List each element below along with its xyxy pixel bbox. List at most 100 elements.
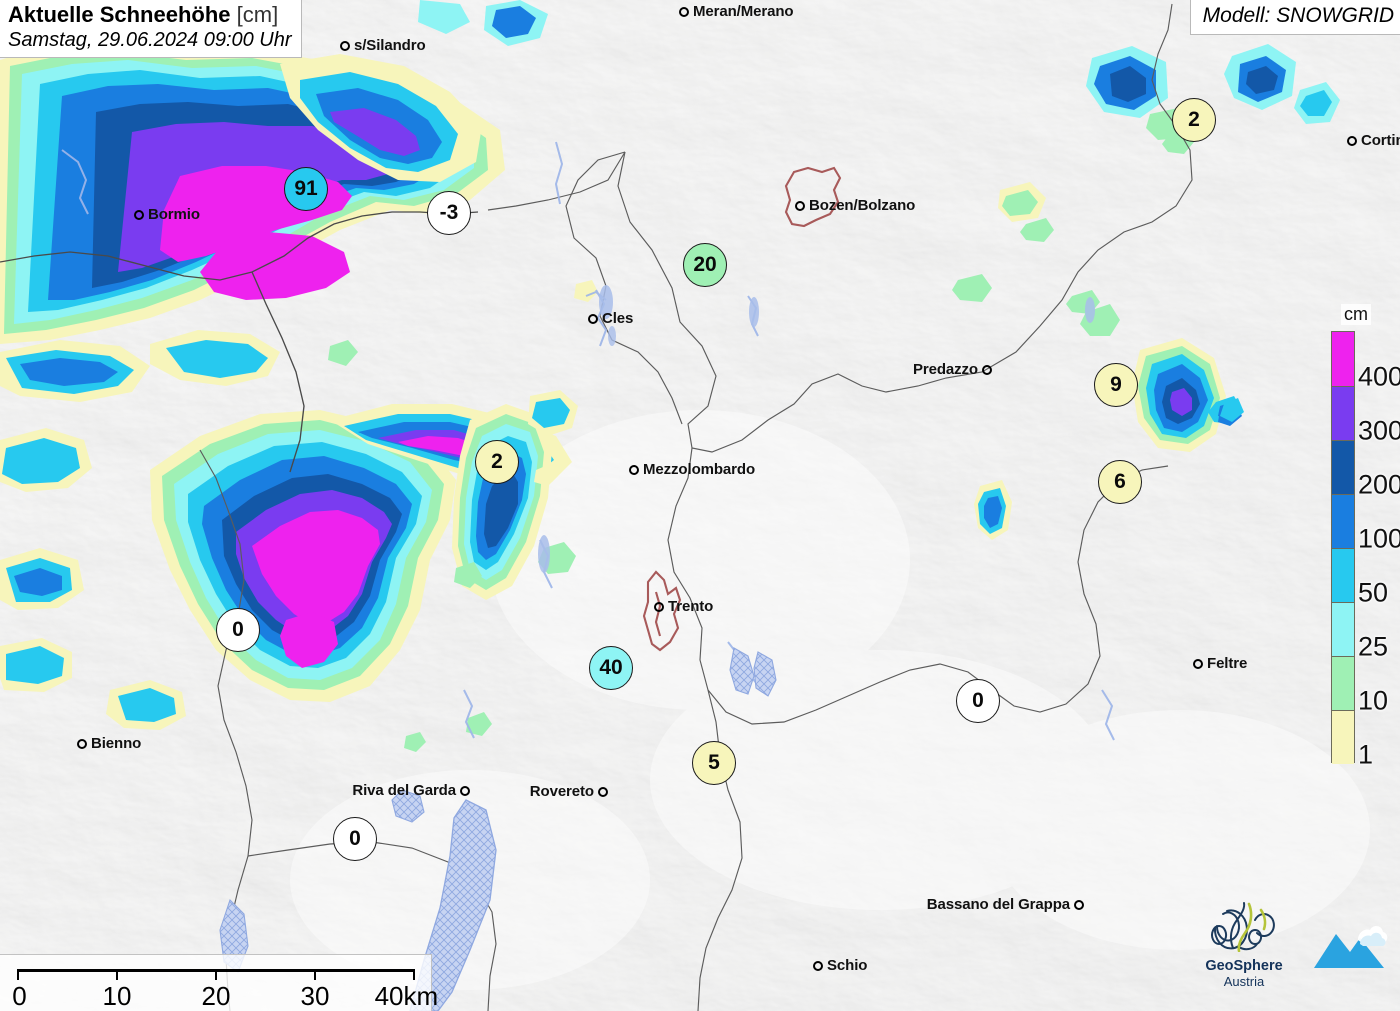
city-name: Trento (668, 598, 714, 615)
city-marker-dot (598, 786, 608, 797)
station-value: 0 (349, 827, 361, 850)
city-name: Bienno (91, 735, 142, 752)
legend-tick: 100 (1358, 523, 1400, 554)
city-name: Feltre (1207, 655, 1248, 672)
municipality-bozen (784, 166, 842, 228)
scale-label: 40km (374, 981, 439, 1011)
city-label: Schio (813, 958, 867, 973)
geosphere-country: Austria (1223, 973, 1265, 989)
city-name: Bozen/Bolzano (809, 197, 916, 214)
city-name: Cortin (1361, 132, 1400, 149)
station-value-marker[interactable]: 40 (589, 646, 633, 690)
city-label: Meran/Merano (679, 4, 794, 19)
snowfield-scattered (328, 280, 1244, 752)
geosphere-contour-mark (1211, 902, 1275, 953)
snowfield-ortler (0, 0, 548, 402)
title-box: Aktuelle Schneehöhe [cm] Samstag, 29.06.… (0, 0, 302, 58)
station-value: 2 (1188, 108, 1200, 131)
station-value-marker[interactable]: 0 (956, 679, 1000, 723)
city-marker-dot (629, 464, 639, 475)
rivers (61, 141, 1115, 741)
scale-label: 10 (102, 981, 132, 1011)
city-label: Feltre (1193, 656, 1247, 671)
city-marker-dot (1347, 135, 1357, 146)
city-name: Mezzolombardo (643, 461, 756, 478)
scale-tick (412, 969, 416, 980)
station-value-marker[interactable]: 2 (475, 440, 519, 484)
station-value-marker[interactable]: 9 (1094, 363, 1138, 407)
city-marker-dot (679, 6, 689, 17)
city-label: Trento (654, 599, 713, 614)
station-value-marker[interactable]: -3 (427, 191, 471, 235)
station-value: 0 (232, 618, 244, 641)
mountain-cloud-icon (1314, 925, 1388, 968)
legend-tick: 400 (1358, 361, 1400, 392)
station-value-marker[interactable]: 91 (284, 167, 328, 211)
city-name: Riva del Garda (352, 782, 456, 799)
legend-unit-label: cm (1341, 304, 1371, 325)
station-value-marker[interactable]: 2 (1172, 98, 1216, 142)
scale-bar: 0 10 20 30 40km (0, 954, 438, 1011)
legend-tick: 50 (1358, 577, 1389, 608)
city-marker-dot (588, 313, 598, 324)
legend-band (1332, 548, 1354, 602)
map-title-text: Aktuelle Schneehöhe (8, 2, 231, 27)
scale-tick (115, 969, 119, 980)
city-label: Bassano del Grappa (927, 897, 1084, 912)
station-value: 20 (693, 253, 717, 276)
map-title-unit: [cm] (236, 2, 279, 27)
city-name: Meran/Merano (693, 3, 794, 20)
city-marker-dot (134, 209, 144, 220)
station-value-marker[interactable]: 5 (692, 741, 736, 785)
map-title: Aktuelle Schneehöhe [cm] (8, 2, 292, 28)
city-label: Cles (588, 311, 633, 326)
snowfield-dolomites (952, 44, 1340, 540)
city-name: Bassano del Grappa (926, 896, 1070, 913)
station-value-marker[interactable]: 0 (216, 608, 260, 652)
scale-bar-rule (16, 969, 416, 980)
station-value-marker[interactable]: 20 (683, 243, 727, 287)
station-value-marker[interactable]: 0 (333, 817, 377, 861)
station-value: 40 (599, 656, 623, 679)
legend-tick: 1 (1358, 739, 1374, 770)
scale-label: 0 (12, 981, 27, 1011)
city-label: Rovereto (530, 784, 608, 799)
legend-band (1332, 440, 1354, 494)
city-label: Bormio (134, 207, 200, 222)
station-value: 91 (294, 177, 318, 200)
city-marker-dot (1074, 899, 1084, 910)
city-label: s/Silandro (340, 38, 426, 53)
legend-tick: 200 (1358, 469, 1400, 500)
logo-group: GeoSphere Austria (1196, 900, 1392, 989)
legend-band (1332, 602, 1354, 656)
station-value: -3 (439, 201, 459, 224)
legend-tick: 25 (1358, 631, 1389, 662)
map-subtitle-datetime: Samstag, 29.06.2024 09:00 Uhr (8, 28, 292, 51)
city-marker-dot (340, 40, 350, 51)
legend-band (1332, 710, 1354, 764)
city-label: Cortin (1347, 133, 1400, 148)
city-marker-dot (813, 960, 823, 971)
legend-band (1332, 386, 1354, 440)
city-name: s/Silandro (354, 37, 426, 54)
station-value: 2 (491, 450, 503, 473)
legend-band (1332, 332, 1354, 386)
city-label: Bozen/Bolzano (795, 198, 915, 213)
scale-tick (16, 969, 20, 980)
station-value: 0 (972, 689, 984, 712)
city-marker-dot (795, 200, 805, 211)
scale-tick (313, 969, 317, 980)
geosphere-logo: GeoSphere Austria (1196, 900, 1292, 989)
station-value-marker[interactable]: 6 (1098, 460, 1142, 504)
city-name: Predazzo (912, 361, 978, 378)
city-label: Riva del Garda (352, 783, 470, 798)
scale-tick (214, 969, 218, 980)
city-name: Bormio (148, 206, 200, 223)
scale-label: 30 (300, 981, 330, 1011)
legend-color-strip (1331, 331, 1355, 764)
municipality-trento (642, 570, 682, 652)
legend-band (1332, 656, 1354, 710)
city-label: Predazzo (913, 362, 992, 377)
